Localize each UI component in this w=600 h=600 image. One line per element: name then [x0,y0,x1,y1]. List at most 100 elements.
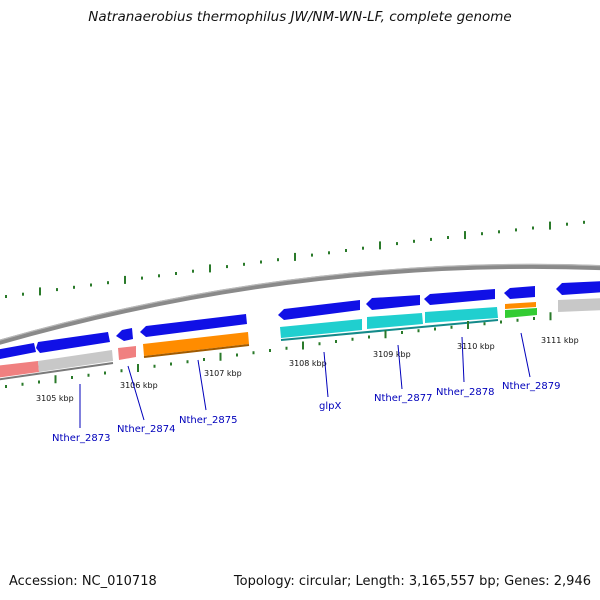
gc-tick [203,358,205,361]
gc-tick [328,251,330,255]
gc-tick [243,262,245,266]
gc-tick [413,239,415,243]
gc-tick [5,385,7,388]
gc-tick [39,287,41,296]
gene-leader-line [197,359,207,411]
feature-shadow [280,319,499,341]
gc-tick [483,322,486,326]
feature-bar-gray [558,298,600,312]
gc-tick [450,325,453,329]
gc-tick [22,292,24,296]
cds-arrow [0,343,36,360]
gc-tick [186,360,189,364]
gene-leader-line [520,332,531,378]
gc-tick [384,330,387,339]
gc-tick [515,228,517,232]
gc-tick [464,231,466,240]
gc-tick [175,272,177,275]
gene-label: glpX [319,401,341,412]
gc-tick [549,221,551,230]
cds-arrow [504,286,535,299]
gc-tick [158,274,160,278]
gc-tick [434,327,436,331]
gc-tick [430,237,432,241]
gene-leader-line [127,365,145,421]
gc-tick [260,260,262,264]
genome-backbone [0,263,600,345]
gc-tick [87,373,90,377]
gc-tick [170,362,172,366]
gc-tick [566,222,568,226]
gc-tick [192,269,194,273]
cds-arrow [140,314,247,337]
gc-tick [533,317,535,320]
cds-arrow [556,281,600,295]
gc-tick [137,364,139,372]
topology-label: Topology: circular; Length: 3,165,557 bp… [233,574,591,589]
gc-tick [500,320,502,324]
gc-tick [368,335,370,339]
cds-arrow [36,332,110,353]
feature-track [0,298,600,381]
scale-label: 3107 kbp [204,369,242,378]
gene-label: Nther_2878 [436,387,494,398]
gene-label: Nther_2879 [502,381,560,392]
gc-tick [532,226,534,230]
gc-tick [549,312,552,321]
gc-tick [335,340,337,343]
scale-label: 3106 kbp [120,381,158,390]
cds-arrow [424,289,495,305]
gc-tick [120,369,123,373]
gene-leader-line [323,351,329,398]
gc-tick [467,321,469,329]
feature-bar-orange [505,302,536,309]
gc-tick [71,376,73,379]
feature-bar-green [505,308,537,318]
gc-tick [396,242,398,246]
gc-tick [311,253,313,257]
gc-tick [107,281,109,285]
accession-label: Accession: NC_010718 [9,574,157,589]
cds-track [0,281,600,360]
gene-label: Nther_2875 [179,415,237,426]
gene-leader-line [397,344,403,390]
gc-tick [379,241,381,250]
gc-tick [269,349,271,352]
feature-bar-cyan [425,307,498,323]
gc-tick [285,346,288,350]
gene-label: Nther_2874 [117,424,175,435]
gc-tick [294,252,296,261]
cds-arrow [116,328,133,341]
feature-bar-pink [0,361,39,378]
gc-tick [54,375,57,384]
gc-tick [583,220,585,224]
gc-tick [209,264,211,273]
gc-tick [226,265,228,269]
genome-backbone-highlight [0,263,600,341]
feature-bar-gray [38,350,113,372]
gene-label: Nther_2877 [374,393,432,404]
scale-label: 3105 kbp [36,394,74,403]
gc-tick [318,342,321,346]
gc-tick [90,283,92,287]
gc-tick [447,236,449,239]
gc-tick [498,230,500,234]
gc-tick [141,276,143,280]
gc-tick [302,341,304,350]
gene-labels: Nther_2873 Nther_2874 Nther_2875 glpX Nther_… [52,332,560,444]
gene-leader-line [461,336,465,383]
gc-tick [21,382,24,386]
gc-tick [104,371,106,375]
cds-arrow [278,300,360,320]
gc-tick [73,285,75,289]
feature-bar-cyan [280,319,362,338]
gc-skew-ticks-outer [5,220,585,298]
feature-bar-pink [118,346,136,360]
gc-tick [277,258,279,262]
feature-shadow [143,344,250,358]
feature-shadow [0,362,114,381]
gc-tick [345,249,347,252]
cds-arrow [366,295,420,310]
gc-tick [351,337,354,341]
